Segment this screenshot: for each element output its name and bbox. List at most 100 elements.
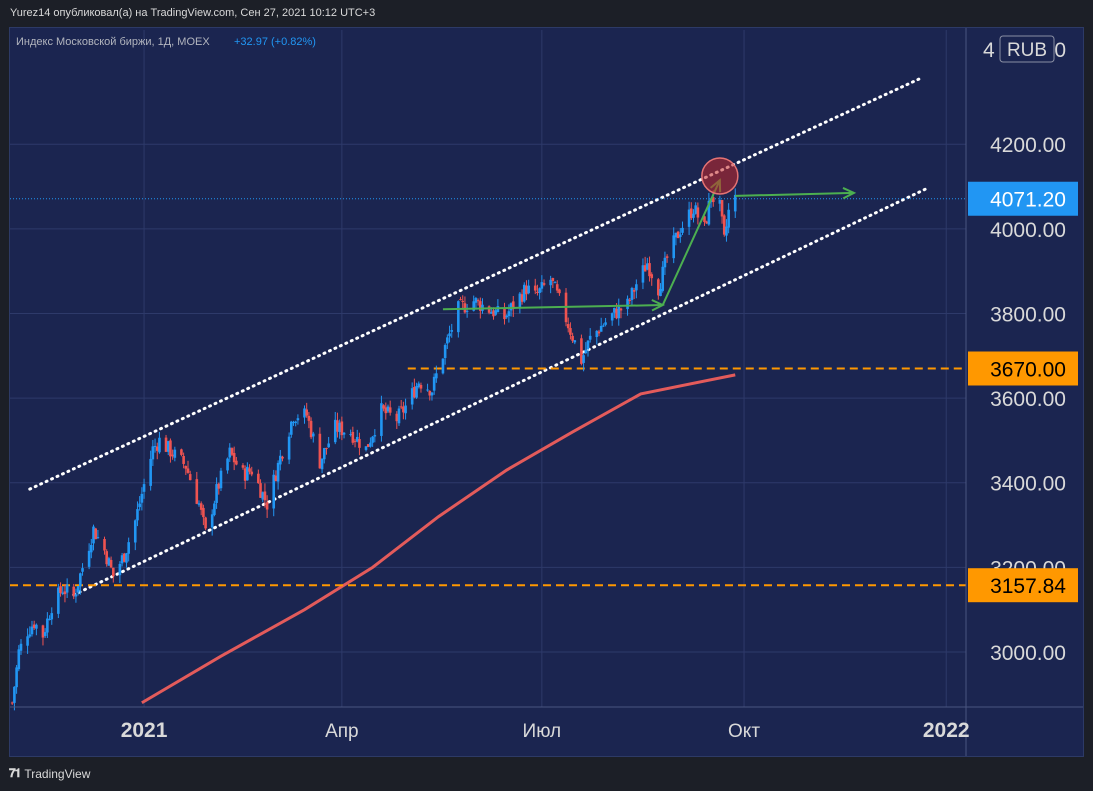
candle-up [659,288,662,297]
candle-down [217,483,221,489]
candle-up [617,306,621,319]
level-price-tag [968,351,1078,386]
candle-down [703,216,706,222]
candle-up [279,455,282,465]
candle-up [599,325,603,332]
candle-up [380,403,383,436]
candle-up [50,613,54,620]
candle-down [542,283,546,285]
moving-average-line [141,373,736,705]
candle-up [573,340,577,343]
candle-up [158,437,161,453]
candle-down [722,215,726,235]
trend-arrows [442,178,857,312]
candle-up [692,213,695,218]
candle-up [296,418,300,421]
candle-down [180,449,183,455]
candle-up [641,265,645,283]
candle-up [707,200,711,225]
candle-up [426,389,429,391]
candle-down [351,431,355,443]
candle-up [138,503,141,508]
candle-down [479,301,482,311]
candle-up [149,458,152,486]
candle-down [643,265,647,272]
candle-down [111,567,115,577]
candle-up [595,330,599,338]
candle-up [261,492,265,500]
horizontal-levels [10,198,966,587]
candle-down [340,421,344,436]
candle-up [364,446,368,450]
tradingview-footer[interactable]: 𝟕𝟏 TradingView [9,766,90,781]
candle-up [505,315,508,318]
candle-down [305,409,308,416]
candle-up [125,553,128,563]
candle-up [509,303,513,311]
candle-down [459,299,462,301]
candle-down [257,473,260,484]
candle-up [292,422,295,424]
candle-up [17,649,21,670]
candle-up [65,584,69,593]
candle-down [525,285,528,295]
x-tick-label: Апр [325,721,359,742]
candle-up [397,408,401,424]
candle-up [538,288,541,293]
arrow-line [735,191,854,197]
price-tag-label: 3157.84 [990,575,1066,598]
candle-up [441,358,445,374]
candle-up [19,643,23,651]
candle-up [76,586,80,593]
candle-down [309,420,313,438]
y-tick-label: 3800.00 [990,303,1066,326]
candle-down [274,475,278,482]
candle-down [63,591,67,595]
candle-up [287,436,291,460]
candle-down [358,439,361,448]
chart-panel[interactable] [9,27,1084,757]
arrow-line [661,179,721,306]
footer-brand-label: TradingView [24,766,91,781]
candle-up [733,194,737,212]
candle-down [395,413,399,422]
candle-down [171,454,174,457]
candle-up [373,435,377,437]
candle-up [672,235,676,259]
candle-down [155,446,159,451]
candle-up [371,436,374,443]
candle-up [494,310,497,315]
candle-down [353,440,357,442]
candle-up [355,436,359,442]
y-tick-label: 3600.00 [990,388,1066,411]
candle-down [94,528,98,540]
y-tick-label: 3400.00 [990,473,1066,496]
candle-up [13,686,16,703]
candle-down [41,625,45,638]
candle-down [461,300,465,303]
level-price-tag [968,568,1078,603]
candle-down [250,471,254,475]
x-tick-label: Окт [728,721,760,742]
candle-down [366,444,370,447]
candle-down [202,507,205,518]
candle-down [650,274,654,279]
candle-down [555,284,559,291]
candle-up [553,282,557,284]
candle-up [489,312,493,314]
candle-up [213,503,216,515]
candle-down [628,299,632,301]
candle-down [318,433,322,469]
last-price-tag [968,181,1078,216]
candle-down [241,465,245,468]
candle-up [290,421,293,435]
candle-down [59,586,62,593]
publish-info: Yurez14 опубликовал(а) на TradingView.co… [10,7,376,19]
candle-up [215,484,218,503]
candle-up [35,624,38,629]
y-tick-label: 4000.00 [990,219,1066,242]
candle-down [384,407,388,414]
candle-up [136,509,139,521]
candle-up [151,446,155,460]
